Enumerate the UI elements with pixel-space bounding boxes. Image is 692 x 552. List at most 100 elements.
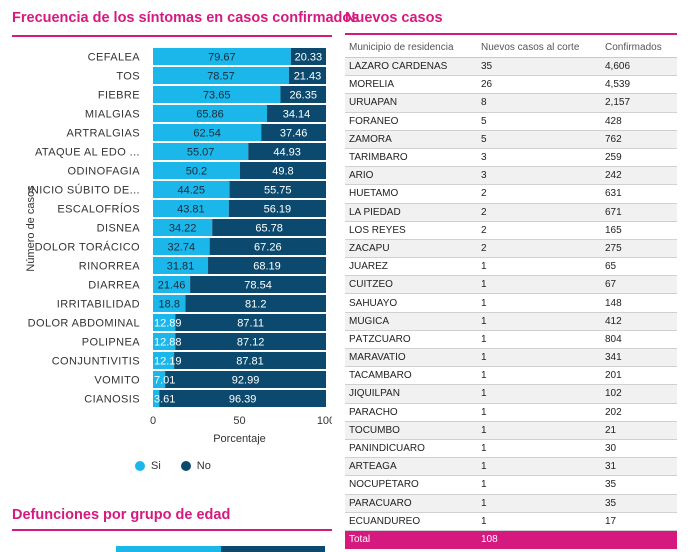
table-row: TOCUMBO 1 21	[345, 421, 677, 440]
category-label: ODINOFAGIA	[68, 166, 141, 178]
cell-nuevos-casos: 1	[481, 461, 487, 473]
deaths-bar-no-partial	[221, 546, 325, 552]
bar-no[interactable]	[280, 86, 326, 103]
deaths-bar-si-partial	[116, 546, 221, 552]
bar-si[interactable]	[153, 314, 176, 331]
bar-si[interactable]	[153, 276, 191, 293]
bar-label-si: 44.25	[178, 185, 206, 197]
bar-no[interactable]	[228, 200, 326, 217]
bar-si[interactable]	[153, 67, 289, 84]
bar-si[interactable]	[153, 200, 229, 217]
cell-nuevos-casos: 1	[481, 443, 487, 455]
cell-municipio: ZAMORA	[349, 133, 392, 145]
x-tick-label: 0	[150, 415, 156, 427]
x-tick-label: 100	[317, 415, 332, 427]
header-nuevos-casos[interactable]: Nuevos casos al corte	[481, 42, 580, 53]
legend-dot-si	[135, 461, 145, 471]
cell-confirmados: 17	[605, 515, 617, 527]
table-row: PÁTZCUARO 1 804	[345, 331, 677, 349]
table-row: TACÁMBARO 1 201	[345, 367, 677, 386]
bar-label-si: 12.19	[154, 356, 182, 368]
bar-no[interactable]	[159, 390, 326, 407]
table-row: TARÍMBARO 3 259	[345, 149, 677, 168]
bar-si[interactable]	[153, 105, 267, 122]
bar-si[interactable]	[153, 333, 176, 350]
bar-si[interactable]	[153, 295, 186, 312]
bar-si[interactable]	[153, 143, 249, 160]
table-row: MARAVATÍO 1 341	[345, 349, 677, 368]
bar-no[interactable]	[185, 295, 326, 312]
cell-confirmados: 21	[605, 424, 617, 436]
bar-no[interactable]	[209, 238, 326, 255]
bar-si[interactable]	[153, 162, 240, 179]
bar-label-si: 32.74	[168, 242, 196, 254]
header-municipio[interactable]: Municipio de residencia	[349, 42, 454, 53]
cell-municipio: TARÍMBARO	[349, 152, 408, 164]
bar-no[interactable]	[190, 276, 326, 293]
bar-no[interactable]	[248, 143, 326, 160]
table-row: NOCUPÉTARO 1 35	[345, 476, 677, 495]
bar-si[interactable]	[153, 181, 230, 198]
cell-nuevos-casos: 5	[481, 115, 487, 127]
table-row: CUITZEO 1 67	[345, 276, 677, 295]
bar-no[interactable]	[212, 219, 326, 236]
cell-municipio: HUETAMO	[349, 188, 399, 200]
cell-nuevos-casos: 5	[481, 133, 487, 145]
category-label: CEFALEA	[88, 52, 141, 64]
cell-confirmados: 428	[605, 115, 622, 127]
cell-nuevos-casos: 1	[481, 424, 487, 436]
legend-item-si[interactable]: Si	[135, 460, 161, 472]
bar-si[interactable]	[153, 352, 175, 369]
cell-confirmados: 762	[605, 133, 622, 145]
table-row: MÚGICA 1 412	[345, 312, 677, 331]
legend-item-no[interactable]: No	[180, 460, 211, 472]
new-cases-title: Nuevos casos	[345, 10, 443, 26]
bar-no[interactable]	[229, 181, 326, 198]
symptoms-title-rule	[12, 35, 332, 37]
cell-municipio: PÁTZCUARO	[349, 333, 411, 345]
new-cases-table: Municipio de residencia Nuevos casos al …	[345, 38, 677, 549]
bar-label-no: 26.35	[289, 90, 317, 102]
category-label: CONJUNTIVITIS	[52, 356, 140, 368]
bar-si[interactable]	[153, 371, 166, 388]
header-confirmados[interactable]: Confirmados	[605, 42, 662, 53]
category-label: VOMITO	[94, 375, 140, 387]
bar-label-si: 78.57	[207, 71, 235, 83]
bar-label-si: 31.81	[167, 261, 195, 273]
bar-no[interactable]	[208, 257, 326, 274]
bar-no[interactable]	[239, 162, 326, 179]
cell-municipio: JUÁREZ	[349, 261, 388, 273]
cell-nuevos-casos: 1	[481, 515, 487, 527]
bar-no[interactable]	[266, 105, 326, 122]
cell-confirmados: 804	[605, 333, 622, 345]
bar-si[interactable]	[153, 124, 262, 141]
cell-municipio: TACÁMBARO	[349, 370, 412, 382]
bar-no[interactable]	[175, 314, 326, 331]
cell-confirmados: 201	[605, 370, 622, 382]
bar-no[interactable]	[261, 124, 326, 141]
table-body: LÁZARO CÁRDENAS 35 4,606 MORELIA 26 4,539 URUA…	[345, 58, 677, 531]
bar-si[interactable]	[153, 390, 160, 407]
bar-label-no: 87.12	[237, 337, 265, 349]
bar-si[interactable]	[153, 238, 210, 255]
cell-municipio: MARAVATÍO	[349, 352, 406, 364]
bar-label-si: 21.46	[158, 280, 186, 292]
bar-no[interactable]	[175, 333, 326, 350]
category-label: DISNEA	[97, 223, 141, 235]
y-axis-title: Número de casos	[25, 185, 37, 272]
bar-no[interactable]	[165, 371, 326, 388]
bar-label-si: 65.86	[196, 109, 224, 121]
cell-confirmados: 412	[605, 315, 622, 327]
bar-si[interactable]	[153, 219, 213, 236]
cell-municipio: LOS REYES	[349, 224, 406, 236]
cell-municipio: MÚGICA	[349, 315, 389, 327]
bar-no[interactable]	[290, 48, 326, 65]
cell-municipio: SAHUAYO	[349, 297, 398, 309]
bar-si[interactable]	[153, 48, 291, 65]
bar-si[interactable]	[153, 86, 281, 103]
bar-si[interactable]	[153, 257, 209, 274]
bar-no[interactable]	[288, 67, 326, 84]
cell-confirmados: 30	[605, 443, 617, 455]
bar-label-si: 43.81	[177, 204, 205, 216]
bar-no[interactable]	[174, 352, 326, 369]
